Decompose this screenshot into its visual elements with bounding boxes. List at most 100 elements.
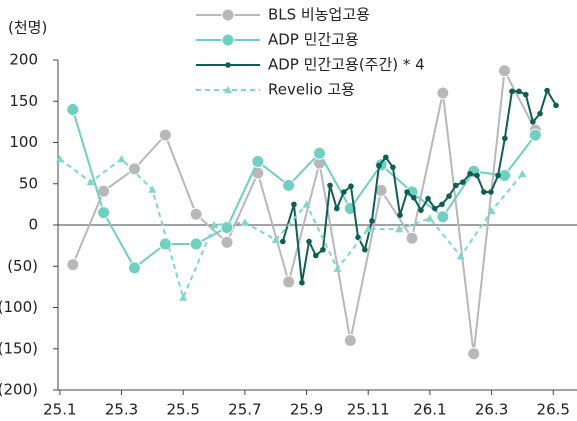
data-point bbox=[313, 146, 327, 160]
data-point bbox=[179, 293, 188, 301]
data-point bbox=[530, 119, 536, 125]
data-point bbox=[306, 238, 312, 245]
data-point bbox=[333, 264, 342, 272]
data-point bbox=[523, 91, 529, 98]
x-tick-label: 25.11 bbox=[347, 401, 390, 419]
data-point bbox=[456, 252, 465, 260]
data-point bbox=[502, 135, 508, 142]
data-point bbox=[320, 246, 326, 253]
data-point bbox=[425, 214, 434, 222]
data-point bbox=[553, 102, 559, 109]
data-point bbox=[395, 225, 404, 233]
data-point bbox=[404, 189, 410, 195]
data-point bbox=[537, 110, 543, 117]
data-point bbox=[271, 235, 280, 244]
data-point bbox=[390, 164, 396, 171]
x-tick-label: 25.1 bbox=[43, 401, 76, 419]
data-point bbox=[467, 347, 481, 361]
data-point bbox=[544, 87, 550, 94]
series-line bbox=[59, 157, 524, 301]
y-tick-label: 50 bbox=[19, 174, 38, 192]
legend-label: BLS 비농업고용 bbox=[268, 6, 370, 24]
data-point bbox=[117, 155, 126, 163]
x-tick-label: 25.9 bbox=[290, 401, 323, 419]
data-point bbox=[127, 261, 141, 275]
x-tick-label: 25.5 bbox=[166, 401, 199, 419]
data-point bbox=[432, 205, 438, 212]
data-point bbox=[516, 88, 522, 95]
data-point bbox=[362, 246, 368, 253]
data-point bbox=[509, 88, 515, 95]
data-point bbox=[439, 201, 445, 208]
data-point bbox=[487, 206, 496, 215]
data-point bbox=[291, 201, 297, 208]
data-point bbox=[148, 185, 157, 193]
legend-label: Revelio 고용 bbox=[268, 81, 355, 99]
data-point bbox=[397, 212, 403, 218]
y-tick-label: (150) bbox=[0, 339, 38, 357]
data-point bbox=[343, 334, 357, 347]
data-point bbox=[282, 178, 296, 192]
data-point bbox=[210, 221, 219, 229]
data-point bbox=[302, 200, 311, 208]
data-point bbox=[97, 206, 111, 220]
data-point bbox=[189, 237, 203, 251]
y-tick-label: 200 bbox=[9, 51, 38, 69]
data-point bbox=[481, 189, 487, 195]
data-point bbox=[127, 162, 141, 176]
data-point bbox=[436, 86, 450, 100]
data-point bbox=[453, 182, 459, 189]
data-point bbox=[405, 231, 419, 245]
y-tick-label: 150 bbox=[9, 92, 38, 110]
data-point bbox=[333, 205, 340, 212]
legend-marker bbox=[221, 33, 235, 47]
legend-marker bbox=[225, 62, 231, 68]
data-point bbox=[376, 162, 382, 169]
data-point bbox=[498, 64, 512, 78]
data-point bbox=[467, 171, 473, 177]
data-point bbox=[488, 189, 494, 195]
x-tick-label: 25.7 bbox=[228, 401, 261, 419]
y-axis-label: (천명) bbox=[8, 19, 47, 37]
data-point bbox=[446, 193, 452, 199]
legend-label: ADP 민간고용(주간) * 4 bbox=[268, 56, 425, 74]
data-point bbox=[86, 178, 95, 186]
y-tick-label: 0 bbox=[28, 216, 38, 234]
data-point bbox=[158, 128, 172, 142]
legend-label: ADP 민간고용 bbox=[268, 31, 359, 49]
data-point bbox=[436, 210, 450, 224]
data-point bbox=[66, 103, 80, 116]
data-point bbox=[299, 279, 305, 286]
x-tick-label: 26.3 bbox=[475, 401, 508, 419]
data-point bbox=[518, 169, 527, 178]
data-point bbox=[495, 172, 501, 179]
data-point bbox=[411, 194, 417, 201]
data-point bbox=[240, 218, 249, 226]
data-point bbox=[364, 225, 373, 233]
data-point bbox=[341, 189, 347, 195]
x-tick-label: 25.3 bbox=[105, 401, 138, 419]
data-point bbox=[383, 154, 389, 161]
y-tick-label: (200) bbox=[0, 381, 38, 399]
x-tick-label: 26.1 bbox=[413, 401, 446, 419]
data-point bbox=[327, 182, 333, 189]
legend-marker bbox=[221, 8, 235, 22]
data-point bbox=[189, 207, 203, 221]
data-point bbox=[369, 218, 375, 224]
x-tick-label: 26.5 bbox=[537, 401, 570, 419]
series-line bbox=[71, 109, 537, 270]
data-point bbox=[474, 172, 480, 179]
data-point bbox=[55, 155, 64, 163]
data-point bbox=[425, 195, 431, 202]
data-point bbox=[66, 258, 80, 272]
y-tick-label: 100 bbox=[9, 133, 38, 151]
data-point bbox=[282, 275, 296, 289]
data-point bbox=[251, 154, 265, 168]
legend-marker bbox=[224, 86, 232, 94]
data-point bbox=[528, 128, 542, 142]
data-point bbox=[220, 235, 234, 249]
data-point bbox=[460, 179, 466, 185]
data-point bbox=[418, 207, 424, 213]
data-point bbox=[280, 238, 286, 245]
